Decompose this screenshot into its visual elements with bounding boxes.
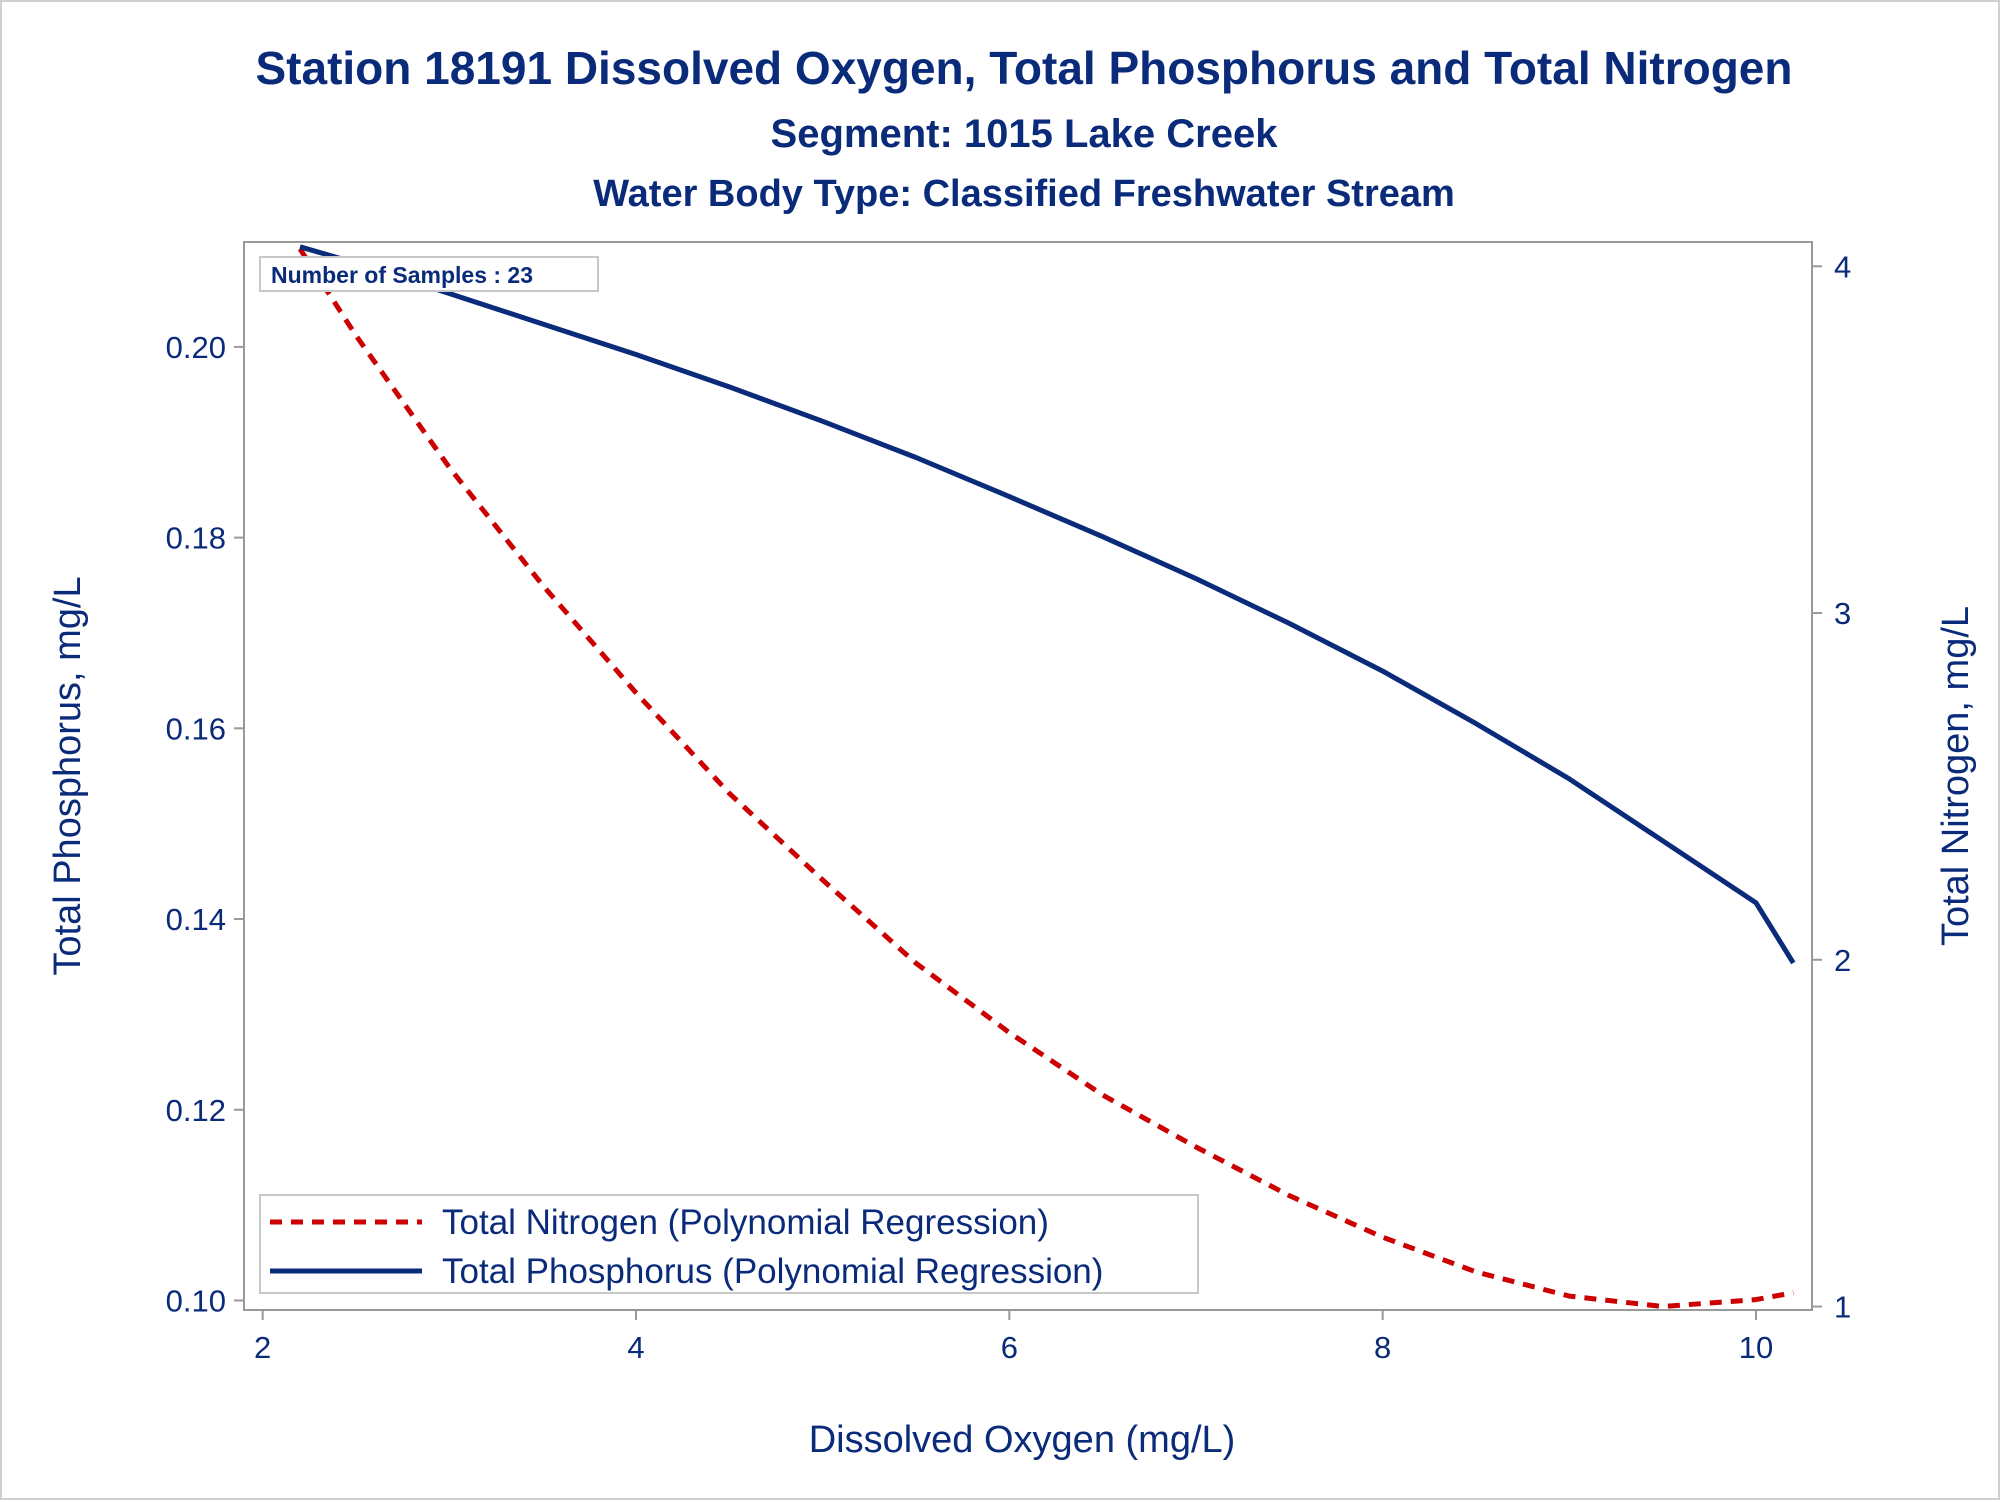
chart-subtitle-segment: Segment: 1015 Lake Creek [771, 112, 1279, 156]
plot-area-border [243, 241, 1813, 1311]
y-tick-label: 0.16 [166, 711, 226, 746]
y-tick-label: 0.14 [166, 902, 226, 937]
legend: Total Nitrogen (Polynomial Regression) T… [259, 1194, 1199, 1294]
samples-text: Number of Samples : 23 [271, 262, 533, 288]
x-axis-label: Dissolved Oxygen (mg/L) [809, 1419, 1236, 1461]
samples-box [259, 256, 599, 292]
y-axis-left: 0.10 0.12 0.14 0.16 0.18 0.20 [166, 330, 244, 1318]
series-layer [297, 244, 1796, 1309]
x-tick-label: 10 [1739, 1330, 1773, 1365]
x-axis: 2 4 6 8 10 [254, 1310, 1773, 1365]
legend-label-phosphorus: Total Phosphorus (Polynomial Regression) [442, 1252, 1103, 1291]
legend-box [259, 1194, 1199, 1294]
x-tick-label: 2 [254, 1330, 271, 1365]
y2-tick-label: 4 [1834, 249, 1851, 284]
y2-tick-label: 3 [1834, 596, 1851, 631]
y-tick-label: 0.12 [166, 1093, 226, 1128]
samples-annotation: Number of Samples : 23 [259, 256, 599, 292]
chart-title: Station 18191 Dissolved Oxygen, Total Ph… [255, 42, 1792, 94]
phosphorus-regression-line [299, 244, 1796, 965]
y-axis-right: 1 2 3 4 [1812, 249, 1851, 1325]
x-tick-label: 4 [627, 1330, 644, 1365]
y2-tick-label: 1 [1834, 1290, 1851, 1325]
y-axis-label: Total Phosphorus, mg/L [47, 576, 89, 975]
y-tick-label: 0.10 [166, 1283, 226, 1318]
x-tick-label: 8 [1374, 1330, 1391, 1365]
y-tick-label: 0.20 [166, 330, 226, 365]
chart-subtitle-waterbody: Water Body Type: Classified Freshwater S… [593, 173, 1455, 215]
nitrogen-regression-line [297, 247, 1794, 1309]
y-tick-label: 0.18 [166, 521, 226, 556]
y2-axis-label: Total Nitrogen, mg/L [1935, 606, 1977, 946]
legend-label-nitrogen: Total Nitrogen (Polynomial Regression) [442, 1203, 1049, 1242]
y2-tick-label: 2 [1834, 943, 1851, 978]
x-tick-label: 6 [1001, 1330, 1018, 1365]
